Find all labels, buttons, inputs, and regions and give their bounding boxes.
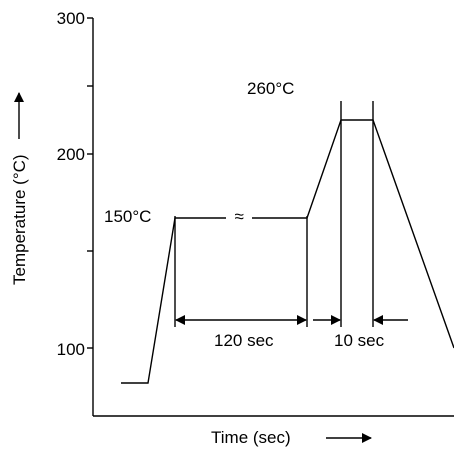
y-tick-label-200: 200 — [57, 145, 85, 164]
axis-break-marker: ≈ — [234, 207, 244, 226]
x-axis-title: Time (sec) — [211, 428, 291, 447]
series-line-temperature-profile — [121, 119, 454, 384]
axis-break-gap — [226, 207, 252, 225]
preheat-duration-label: 120 sec — [214, 331, 274, 350]
y-tick-label-100: 100 — [57, 340, 85, 359]
y-axis-title: Temperature (°C) — [10, 154, 29, 285]
y-tick-label-300: 300 — [57, 9, 85, 28]
y-ticks — [87, 17, 93, 349]
y-axis-title-group: Temperature (°C) — [10, 92, 29, 285]
peak-duration-label: 10 sec — [334, 331, 385, 350]
preheat-temp-label: 150°C — [104, 207, 151, 226]
peak-temp-label: 260°C — [247, 79, 294, 98]
preheat-temp-label-bg — [101, 204, 173, 226]
